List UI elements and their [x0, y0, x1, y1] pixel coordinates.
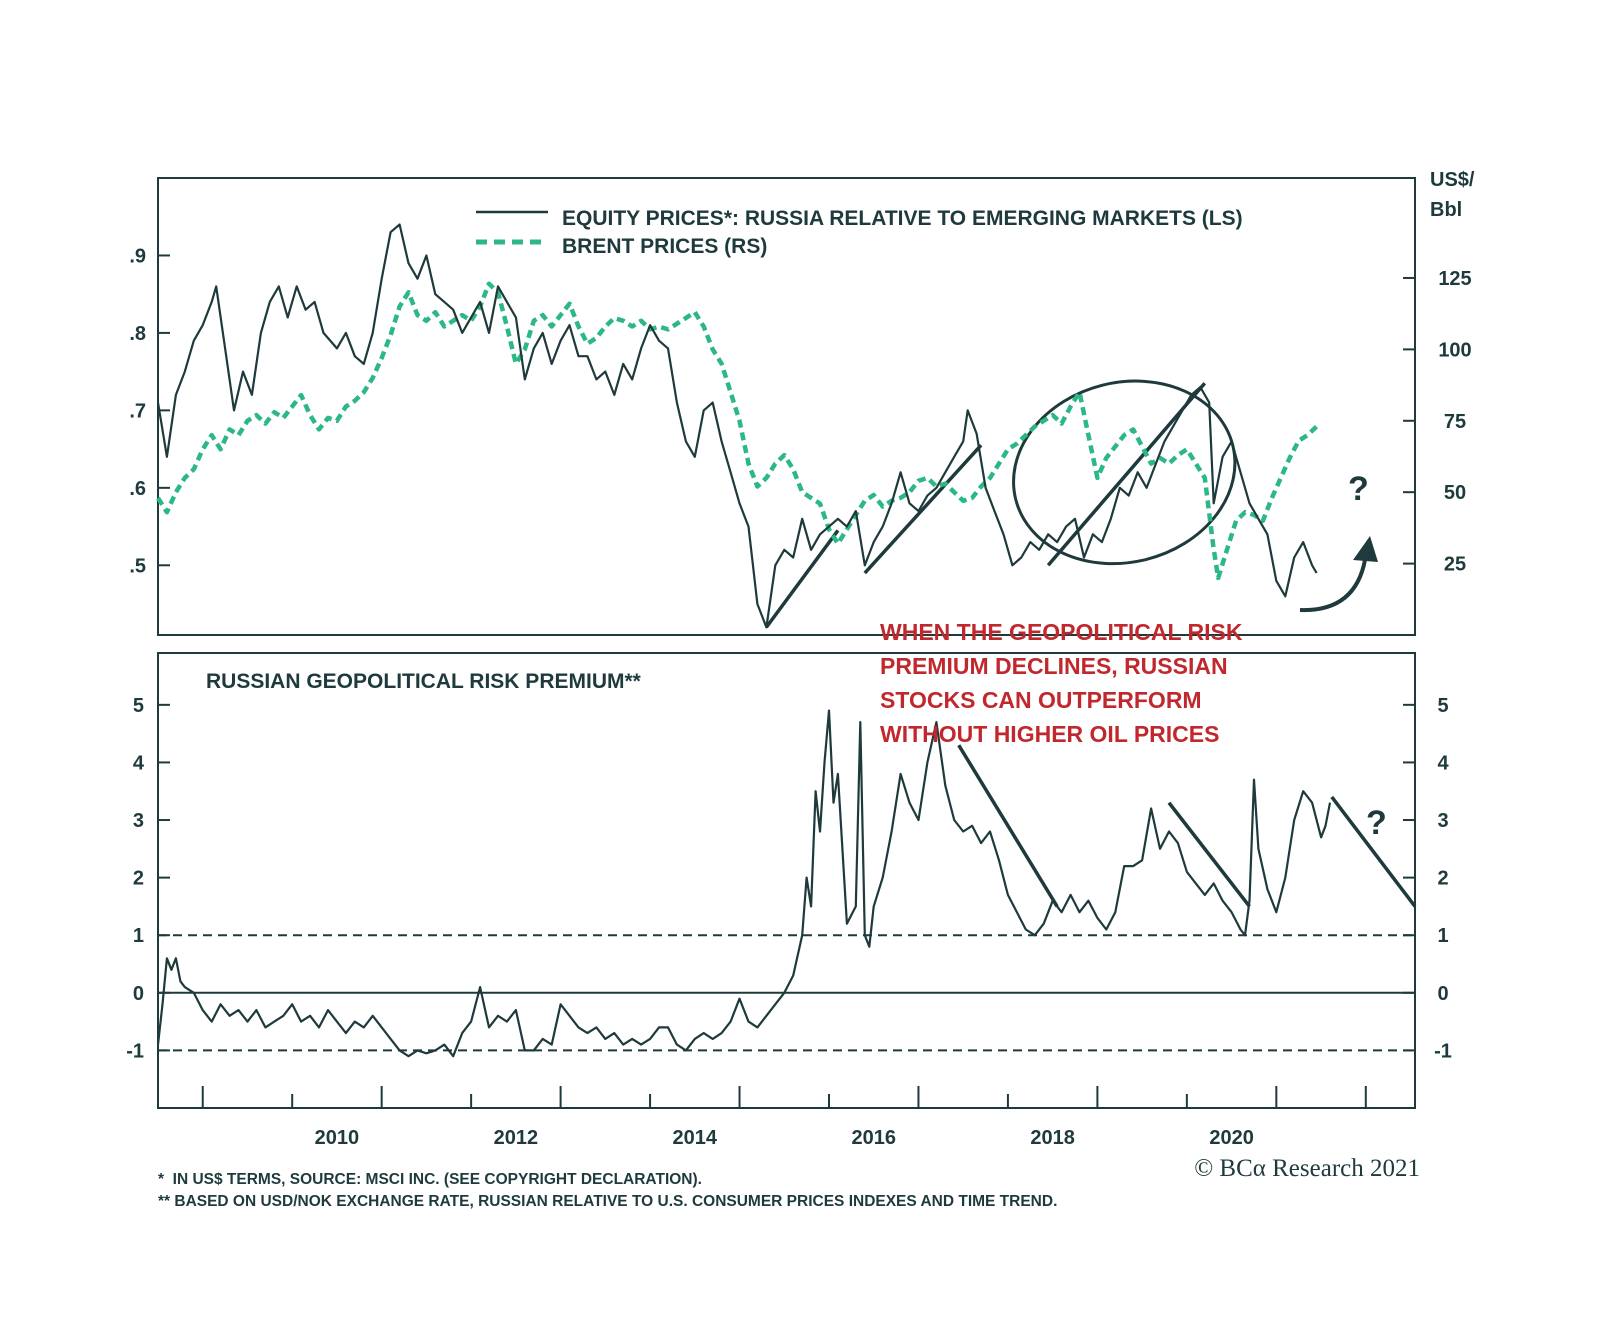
bottom-trend-line [1167, 801, 1251, 908]
bottom-left-tick-label: 3 [133, 810, 144, 832]
bottom-left-tick-label: 1 [133, 925, 144, 947]
x-tick-label: 2018 [1030, 1127, 1075, 1149]
x-axis: 2010 2012 2014 2016 2018 2020 [201, 1086, 1367, 1149]
footnotes: * IN US$ TERMS, SOURCE: MSCI INC. (SEE C… [158, 1171, 1057, 1210]
bottom-reference-lines [158, 934, 1415, 1052]
x-tick-label: 2012 [494, 1127, 539, 1149]
bottom-right-tick-label: 1 [1437, 925, 1448, 947]
bottom-question-mark: ? [1366, 804, 1387, 842]
brent-series-line [156, 281, 1319, 581]
top-panel: .5 .6 .7 .8 .9 25 50 75 100 125 EQUITY PRICES*: … [129, 169, 1475, 636]
bottom-right-tick-label: -1 [1434, 1040, 1452, 1062]
bottom-left-tick-label: 4 [133, 752, 145, 774]
bottom-left-tick-label: 2 [133, 868, 144, 890]
credit: © BCα Research 2021 [1194, 1155, 1420, 1182]
top-question-mark: ? [1348, 470, 1369, 508]
bottom-trend-line [1330, 795, 1417, 908]
risk-premium-series-line [156, 709, 1332, 1058]
bottom-right-axis: -1 0 1 2 3 4 5 [1403, 695, 1452, 1062]
top-trend-line [764, 529, 840, 629]
bottom-right-tick-label: 5 [1437, 695, 1448, 717]
equity-series-line [156, 223, 1318, 629]
x-tick-label: 2010 [315, 1127, 360, 1149]
bottom-right-tick-label: 0 [1437, 983, 1448, 1005]
x-tick-label: 2016 [851, 1127, 896, 1149]
right-tick-label: 100 [1438, 339, 1471, 361]
annotation-callout: WHEN THE GEOPOLITICAL RISK PREMIUM DECLI… [880, 619, 1243, 747]
annotation-line-1: WHEN THE GEOPOLITICAL RISK [880, 619, 1243, 645]
bottom-right-tick-label: 2 [1437, 868, 1448, 890]
footnote-2: ** BASED ON USD/NOK EXCHANGE RATE, RUSSI… [158, 1193, 1057, 1210]
bottom-left-axis: -1 0 1 2 3 4 5 [126, 695, 170, 1062]
bottom-trend-line [957, 744, 1059, 908]
bottom-right-tick-label: 4 [1437, 752, 1449, 774]
right-tick-label: 25 [1444, 554, 1466, 576]
bottom-annotations [957, 744, 1417, 908]
top-right-axis: 25 50 75 100 125 [1403, 268, 1472, 576]
right-tick-label: 75 [1444, 411, 1466, 433]
right-tick-label: 125 [1438, 268, 1471, 290]
bottom-series [156, 709, 1332, 1058]
annotation-line-2: PREMIUM DECLINES, RUSSIAN [880, 653, 1228, 679]
bottom-right-tick-label: 3 [1437, 810, 1448, 832]
top-trend-line [1046, 382, 1207, 567]
annotation-line-4: WITHOUT HIGHER OIL PRICES [880, 721, 1219, 747]
left-tick-label: .8 [129, 323, 146, 345]
curved-up-arrow [1299, 559, 1367, 613]
bottom-panel-title: RUSSIAN GEOPOLITICAL RISK PREMIUM** [206, 670, 642, 693]
x-tick-label: 2014 [673, 1127, 718, 1149]
right-tick-label: 50 [1444, 482, 1466, 504]
left-tick-label: .7 [129, 400, 146, 422]
curved-up-arrow-head [1353, 536, 1378, 562]
bottom-left-tick-label: 0 [133, 983, 144, 1005]
bottom-left-tick-label: 5 [133, 695, 144, 717]
left-tick-label: .9 [129, 245, 146, 267]
left-tick-label: .6 [129, 478, 146, 500]
right-unit-label-1: US$/ [1430, 169, 1475, 191]
left-tick-label: .5 [129, 555, 146, 577]
top-series [156, 223, 1319, 629]
top-trend-line [863, 444, 983, 575]
top-annotations [764, 379, 1237, 629]
legend-label-equity: EQUITY PRICES*: RUSSIA RELATIVE TO EMERG… [562, 207, 1243, 230]
bottom-left-tick-label: -1 [126, 1040, 144, 1062]
footnote-1: * IN US$ TERMS, SOURCE: MSCI INC. (SEE C… [158, 1171, 702, 1188]
x-tick-label: 2020 [1209, 1127, 1254, 1149]
right-unit-label-2: Bbl [1430, 199, 1462, 221]
top-legend: EQUITY PRICES*: RUSSIA RELATIVE TO EMERG… [476, 207, 1243, 258]
bottom-panel-frame [157, 652, 1416, 1109]
top-left-axis: .5 .6 .7 .8 .9 [129, 245, 170, 577]
annotation-line-3: STOCKS CAN OUTPERFORM [880, 687, 1202, 713]
legend-label-brent: BRENT PRICES (RS) [562, 235, 767, 258]
